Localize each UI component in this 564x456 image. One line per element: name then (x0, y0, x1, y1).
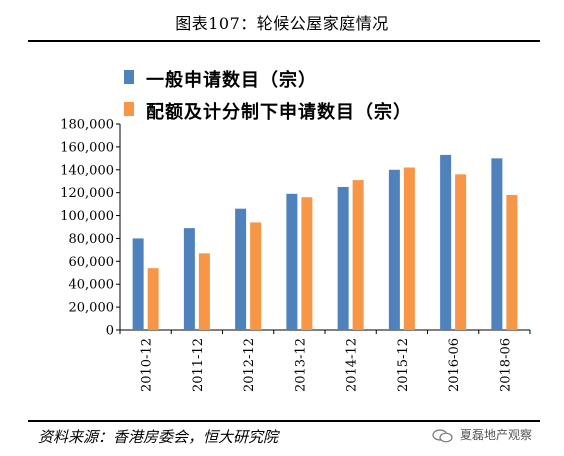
bar-series-1-2011-12 (183, 228, 195, 330)
bottom-rule (28, 420, 540, 422)
x-tick-label: 2016-06 (447, 338, 462, 392)
legend-label-series-1: 一般申请数目（宗） (146, 70, 317, 91)
bar-series-2-2018-06 (506, 194, 518, 330)
bar-series-1-2012-12 (235, 208, 247, 330)
x-tick-label: 2011-12 (191, 338, 206, 392)
bar-series-1-2015-12 (388, 169, 400, 330)
watermark: 夏磊地产观察 (432, 426, 532, 443)
bar-series-2-2011-12 (198, 253, 210, 330)
wechat-icon (432, 428, 453, 442)
bar-series-2-2016-06 (455, 174, 467, 330)
y-tick-label: 80,000 (69, 232, 115, 247)
legend-swatch-series-2 (124, 102, 134, 116)
x-tick-label: 2015-12 (396, 338, 411, 392)
bar-series-1-2014-12 (337, 186, 349, 330)
y-tick-label: 60,000 (69, 255, 115, 270)
x-tick-label: 2013-12 (293, 338, 308, 392)
y-tick-label: 120,000 (60, 186, 114, 201)
x-tick-label: 2018-06 (498, 338, 513, 392)
legend-swatch-series-1 (124, 70, 134, 84)
bar-series-1-2018-06 (491, 158, 503, 330)
x-tick-label: 2014-12 (345, 338, 360, 392)
y-tick-label: 160,000 (60, 140, 114, 155)
x-tick-label: 2012-12 (242, 338, 257, 392)
y-tick-label: 20,000 (69, 301, 115, 316)
bar-series-2-2014-12 (352, 180, 364, 330)
y-tick-label: 140,000 (60, 163, 114, 178)
y-tick-label: 180,000 (60, 118, 114, 133)
bar-series-1-2016-06 (440, 154, 452, 330)
watermark-text: 夏磊地产观察 (460, 428, 533, 442)
chart-title: 图表107：轮候公屋家庭情况 (175, 14, 389, 33)
bar-series-1-2013-12 (286, 193, 298, 330)
bar-series-2-2012-12 (250, 222, 262, 330)
x-tick-label: 2010-12 (140, 338, 155, 392)
bar-series-1-2010-12 (132, 238, 144, 330)
bar-series-2-2015-12 (403, 167, 415, 330)
legend-label-series-2: 配额及计分制下申请数目（宗） (146, 102, 412, 123)
y-tick-label: 0 (106, 324, 114, 339)
top-rule (28, 40, 540, 42)
y-tick-label: 40,000 (69, 278, 115, 293)
bar-series-2-2013-12 (301, 197, 313, 330)
source-note: 资料来源：香港房委会，恒大研究院 (38, 428, 279, 446)
bar-series-2-2010-12 (147, 268, 159, 330)
y-tick-label: 100,000 (60, 209, 114, 224)
